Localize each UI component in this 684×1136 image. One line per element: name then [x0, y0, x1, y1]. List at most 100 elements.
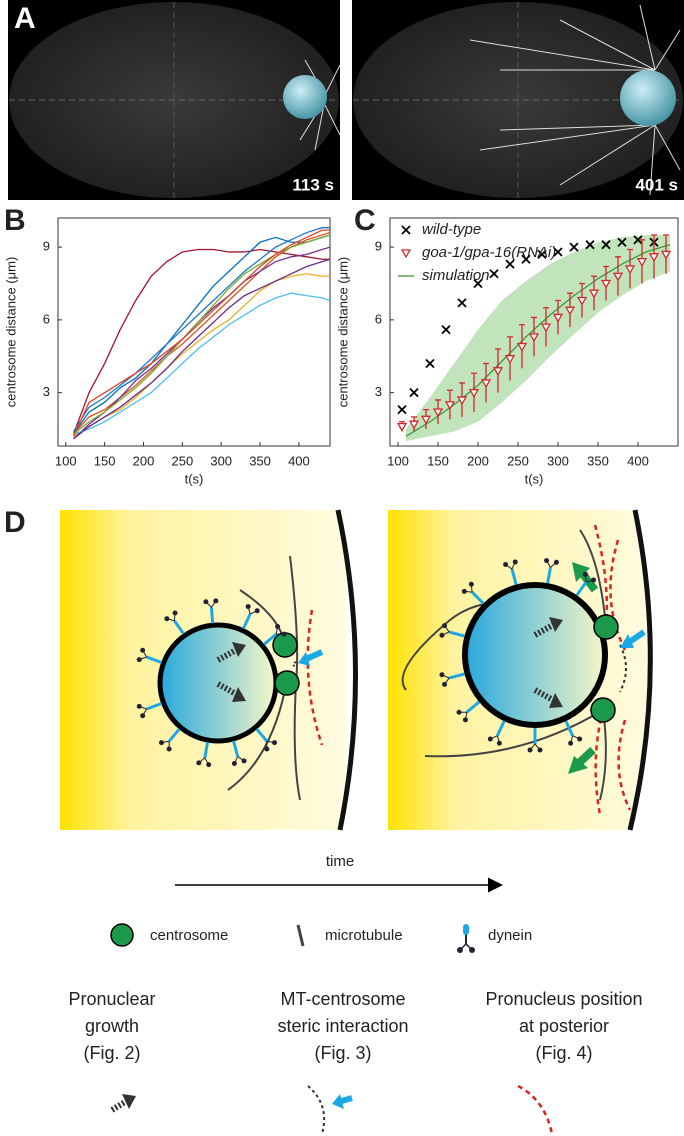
dynein-stalk [142, 708, 148, 716]
dynein-stalk [204, 757, 210, 765]
dynein-stalk [585, 579, 594, 583]
dynein-stalk [139, 705, 147, 710]
dynein-stalk [233, 756, 239, 764]
posterior-boundary [609, 539, 627, 651]
mechanism-label: Pronucleus position [485, 989, 642, 1009]
dynein-stalk [205, 601, 212, 608]
steric-contact [619, 644, 627, 693]
panel-label: B [4, 204, 26, 237]
dynein-body [146, 702, 163, 711]
rnai-point [660, 250, 672, 260]
centrosome [272, 632, 298, 658]
steric-contact [292, 661, 297, 669]
mechanism-label: (Fig. 4) [535, 1043, 592, 1063]
posterior-boundary [617, 719, 632, 811]
wt-point [601, 240, 611, 250]
dynein-stalk [511, 561, 516, 570]
time-label: time [326, 853, 354, 870]
dynein-stalk [198, 757, 206, 764]
rnai-point [624, 265, 636, 275]
dynein-body [173, 619, 185, 635]
x-tick-label: 200 [467, 453, 489, 468]
rnai-point [516, 342, 528, 352]
dynein [203, 598, 219, 624]
dynein [158, 727, 181, 752]
rnai-point [408, 420, 420, 430]
pronucleus [620, 70, 676, 126]
x-tick-label: 200 [133, 453, 155, 468]
centrosome-icon [110, 923, 134, 947]
dynein-stalk [444, 677, 450, 685]
trace [72, 229, 330, 437]
steric-arrow [298, 652, 310, 666]
rnai-point [540, 323, 552, 333]
wt-point [521, 254, 531, 264]
dynein-stalk [584, 574, 587, 583]
wt-point [409, 388, 419, 398]
dynein-body [471, 591, 485, 605]
trace [72, 227, 330, 432]
rnai-point [636, 258, 648, 267]
dynein [439, 623, 465, 638]
dynein-stalk [496, 735, 500, 744]
rnai-point [492, 367, 504, 377]
legend-label: wild-type [422, 221, 481, 238]
mechanism-icons [110, 1084, 554, 1135]
centrosome [590, 697, 616, 723]
y-tick-label: 3 [375, 384, 382, 399]
rnai-point [468, 388, 480, 398]
wt-point [425, 358, 435, 369]
steric-arrow [620, 634, 634, 648]
wt-point [633, 235, 643, 245]
rnai-point [648, 253, 660, 263]
dynein-stalk [464, 712, 468, 720]
mechanism-label: steric interaction [277, 1016, 408, 1036]
dynein-stalk [237, 756, 245, 762]
dynein-stalk [249, 610, 258, 615]
dynein-stalk [550, 561, 557, 568]
dynein-stalk [275, 626, 279, 635]
dynein [241, 604, 260, 630]
dynein [262, 623, 287, 646]
wt-point [397, 404, 407, 415]
x-axis-label: t(s) [185, 471, 204, 486]
pronucleus [283, 75, 327, 119]
dynein-stalk [161, 740, 170, 744]
x-axis-label: t(s) [525, 471, 544, 486]
rnai-point [444, 401, 456, 411]
centrosome-arrow [568, 756, 588, 774]
rnai-point [552, 313, 564, 323]
x-tick-label: 150 [94, 453, 116, 468]
dynein-body [575, 581, 588, 597]
timestamp: 401 s [635, 175, 678, 194]
trace [73, 258, 331, 440]
panel-d [60, 509, 653, 831]
x-tick-label: 100 [387, 453, 409, 468]
dynein-icon [457, 924, 475, 953]
microtubule [424, 709, 604, 758]
rnai-point [396, 422, 408, 432]
dynein [136, 702, 163, 719]
trace [72, 248, 330, 435]
rnai-point [600, 279, 612, 289]
dynein-body [146, 655, 163, 664]
centrosome-arrow [577, 747, 596, 765]
legend-label: microtubule [325, 927, 403, 944]
rnai-point [528, 333, 540, 343]
wt-point [505, 259, 515, 269]
mechanism-label: Pronuclear [68, 989, 155, 1009]
dynein-stalk [266, 740, 275, 744]
dynein [564, 720, 583, 746]
legend-label: dynein [488, 927, 532, 944]
x-tick-label: 250 [507, 453, 529, 468]
dynein-stalk [546, 560, 551, 568]
growth-arrows [216, 642, 246, 702]
x-tick-label: 100 [55, 453, 77, 468]
pronucleus [157, 622, 279, 744]
dynein-stalk [490, 735, 498, 740]
dynein-stalk [441, 631, 450, 636]
pronucleus [462, 582, 608, 728]
microtubule-icon [296, 924, 305, 947]
dynein-body [448, 630, 465, 638]
x-tick-label: 150 [427, 453, 449, 468]
